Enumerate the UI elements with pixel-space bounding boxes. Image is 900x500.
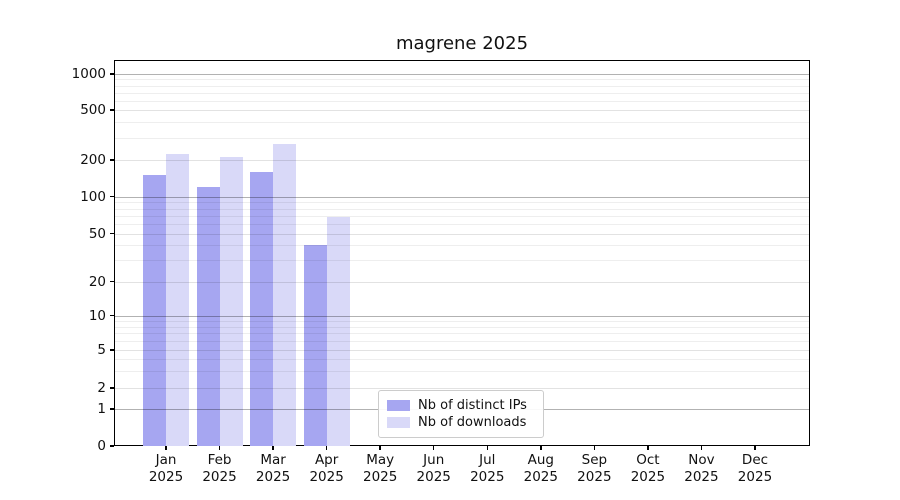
x-tick-label-mar: Mar 2025 xyxy=(255,452,291,485)
gridline-major-10 xyxy=(114,315,810,317)
y-tick-label-0: 0 xyxy=(97,438,106,454)
y-tick-label-500: 500 xyxy=(80,102,106,118)
x-tick-label-may: May 2025 xyxy=(362,452,398,485)
x-tick-label-aug: Aug 2025 xyxy=(523,452,558,485)
x-tick-label-jun: Jun 2025 xyxy=(416,452,451,485)
gridline-minor-70 xyxy=(114,215,810,217)
legend-item-downloads: Nb of downloads xyxy=(387,414,534,431)
y-tick-mark-50 xyxy=(110,232,114,235)
x-tick-mark-apr xyxy=(325,446,328,450)
bar-ips-feb xyxy=(196,187,220,446)
gridline-minor-8 xyxy=(114,326,810,328)
y-tick-label-50: 50 xyxy=(88,225,106,242)
gridline-major-1000 xyxy=(114,74,810,75)
gridline-minor-40 xyxy=(114,245,810,247)
plot-frame xyxy=(114,60,810,446)
gridline-minor-400 xyxy=(114,122,810,124)
y-tick-mark-2 xyxy=(110,387,114,389)
x-tick-label-dec: Dec 2025 xyxy=(737,452,773,485)
gridline-major-100 xyxy=(114,196,810,198)
gridline-2 xyxy=(114,388,810,389)
x-tick-mark-mar xyxy=(272,446,274,450)
x-tick-mark-sep xyxy=(593,446,596,450)
gridline-minor-4 xyxy=(114,359,810,361)
gridline-minor-700 xyxy=(114,92,810,94)
gridline-minor-6 xyxy=(114,340,810,342)
gridline-minor-3 xyxy=(114,371,810,373)
x-tick-label-oct: Oct 2025 xyxy=(630,452,666,485)
bar-downloads-mar xyxy=(273,143,297,446)
bar-ips-jan xyxy=(143,175,166,446)
y-tick-mark-500 xyxy=(110,109,114,111)
gridline-minor-300 xyxy=(114,137,810,139)
chart-title: magrene 2025 xyxy=(395,33,529,54)
gridline-minor-800 xyxy=(114,85,810,87)
gridline-200 xyxy=(114,160,810,161)
gridline-minor-30 xyxy=(114,260,810,262)
gridline-minor-600 xyxy=(114,100,810,102)
x-tick-label-nov: Nov 2025 xyxy=(684,452,719,485)
y-tick-label-200: 200 xyxy=(80,152,106,168)
gridline-20 xyxy=(114,281,810,283)
gridline-minor-60 xyxy=(114,223,810,225)
bar-ips-apr xyxy=(303,245,327,446)
y-tick-mark-100 xyxy=(110,196,114,198)
y-tick-label-100: 100 xyxy=(80,188,106,205)
legend-label-downloads: Nb of downloads xyxy=(418,415,527,430)
y-tick-label-1000: 1000 xyxy=(71,66,106,82)
x-tick-label-feb: Feb 2025 xyxy=(202,452,237,485)
x-tick-label-apr: Apr 2025 xyxy=(309,452,344,485)
y-tick-mark-200 xyxy=(110,159,114,161)
x-tick-mark-oct xyxy=(647,446,649,450)
legend-swatch-distinct-ips xyxy=(387,400,410,411)
x-tick-mark-may xyxy=(379,446,381,450)
y-tick-mark-1 xyxy=(110,408,114,410)
legend-swatch-downloads xyxy=(387,417,410,428)
x-tick-label-sep: Sep 2025 xyxy=(577,452,612,485)
x-tick-mark-jan xyxy=(165,446,167,450)
x-tick-mark-nov xyxy=(700,446,703,450)
gridline-500 xyxy=(114,110,810,111)
y-tick-mark-5 xyxy=(110,349,114,351)
x-tick-mark-feb xyxy=(218,446,221,450)
legend-box: Nb of distinct IPs Nb of downloads xyxy=(378,390,544,438)
gridline-5 xyxy=(114,350,810,351)
gridline-minor-900 xyxy=(114,79,810,81)
x-tick-mark-jul xyxy=(486,446,488,450)
bar-downloads-apr xyxy=(326,217,350,446)
y-tick-label-20: 20 xyxy=(88,273,106,290)
gridline-minor-80 xyxy=(114,208,810,210)
x-tick-mark-dec xyxy=(754,446,756,450)
gridline-minor-90 xyxy=(114,202,810,204)
gridline-50 xyxy=(114,233,810,235)
y-tick-label-1: 1 xyxy=(97,401,106,417)
bar-ips-mar xyxy=(250,172,274,446)
y-tick-label-5: 5 xyxy=(97,342,106,358)
gridline-minor-7 xyxy=(114,333,810,335)
y-tick-mark-10 xyxy=(110,314,114,317)
x-tick-label-jan: Jan 2025 xyxy=(148,452,184,485)
y-tick-mark-0 xyxy=(110,445,114,447)
y-tick-mark-1000 xyxy=(110,73,114,75)
y-tick-mark-20 xyxy=(110,280,114,283)
legend-item-distinct-ips: Nb of distinct IPs xyxy=(387,397,534,414)
legend-label-distinct-ips: Nb of distinct IPs xyxy=(418,398,527,413)
bar-downloads-feb xyxy=(219,157,243,446)
x-tick-mark-aug xyxy=(540,446,542,450)
y-tick-label-10: 10 xyxy=(88,307,106,324)
bar-downloads-jan xyxy=(166,153,189,446)
x-tick-mark-jun xyxy=(433,446,435,450)
y-tick-label-2: 2 xyxy=(97,380,106,396)
gridline-minor-9 xyxy=(114,320,810,322)
x-tick-label-jul: Jul 2025 xyxy=(470,452,505,485)
